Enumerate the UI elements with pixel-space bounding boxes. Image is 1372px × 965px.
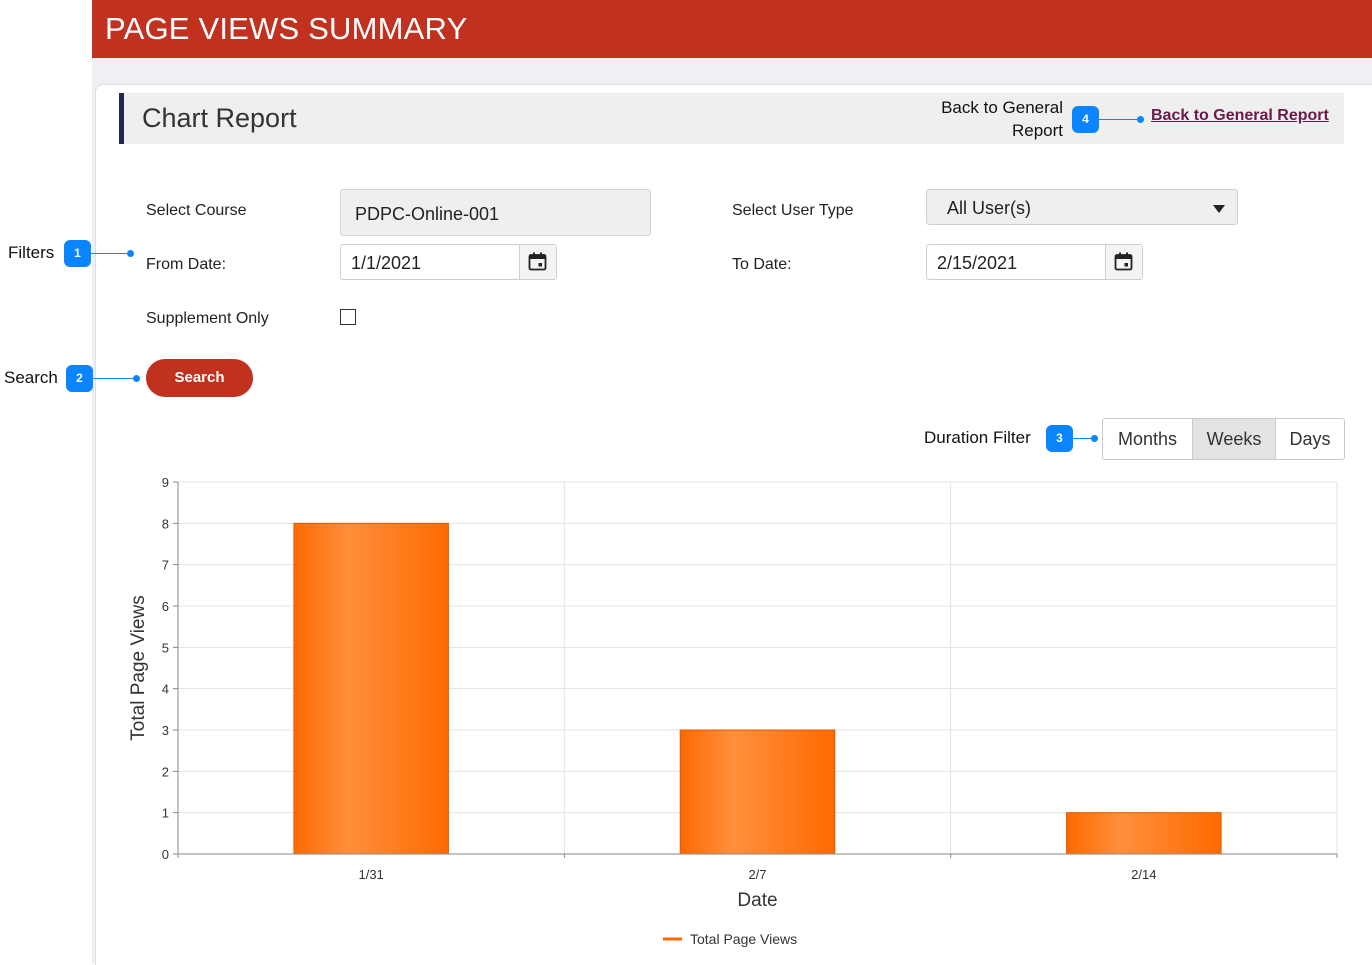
- from-date-calendar-button[interactable]: [519, 245, 556, 279]
- search-button[interactable]: Search: [146, 359, 253, 397]
- select-user-type-label: Select User Type: [732, 202, 854, 219]
- to-date-label: To Date:: [732, 256, 792, 273]
- back-annotation-label: Back to General Report: [941, 98, 1063, 140]
- y-tick-label: 6: [162, 599, 169, 614]
- x-tick-label: 1/31: [359, 867, 384, 882]
- bar-2/14: [1066, 812, 1222, 855]
- select-course-label: Select Course: [146, 202, 247, 219]
- from-date-value: 1/1/2021: [351, 253, 422, 273]
- to-date-value: 2/15/2021: [937, 253, 1018, 273]
- user-type-select[interactable]: All User(s): [926, 189, 1238, 225]
- y-axis-title: Total Page Views: [128, 595, 149, 740]
- calendar-icon: [1114, 252, 1133, 271]
- annotation-dot: [1137, 116, 1144, 123]
- page-header: PAGE VIEWS SUMMARY: [92, 0, 1372, 58]
- x-axis-title: Date: [737, 890, 777, 911]
- annotation-connector: [1073, 438, 1095, 439]
- annotation-connector: [1099, 119, 1139, 120]
- course-value: PDPC-Online-001: [355, 204, 500, 224]
- bar-1/31: [293, 522, 449, 855]
- annotation-badge-4: 4: [1072, 106, 1099, 133]
- y-tick-label: 0: [162, 847, 169, 862]
- course-field[interactable]: PDPC-Online-001: [340, 189, 651, 236]
- page-title: PAGE VIEWS SUMMARY: [105, 11, 468, 46]
- annotation-connector: [93, 378, 135, 379]
- search-annotation-label: Search: [4, 368, 58, 387]
- y-tick-label: 9: [162, 475, 169, 490]
- back-to-general-report-link[interactable]: Back to General Report: [1151, 107, 1329, 124]
- filters-annotation-label: Filters: [8, 243, 55, 262]
- y-tick-label: 5: [162, 640, 169, 655]
- duration-filter-annotation-label: Duration Filter: [924, 428, 1031, 447]
- from-date-label: From Date:: [146, 256, 227, 273]
- duration-months-button[interactable]: Months: [1103, 419, 1193, 459]
- y-tick-label: 2: [162, 764, 169, 779]
- chevron-down-icon: [1213, 205, 1225, 213]
- annotation-badge-1: 1: [64, 240, 91, 267]
- calendar-icon: [528, 252, 547, 271]
- duration-filter: Months Weeks Days: [1102, 418, 1345, 460]
- y-tick-label: 7: [162, 558, 169, 573]
- legend-label: Total Page Views: [690, 931, 797, 947]
- x-tick-label: 2/14: [1131, 867, 1156, 882]
- y-tick-label: 4: [162, 682, 169, 697]
- from-date-field[interactable]: 1/1/2021: [340, 244, 557, 280]
- duration-days-button[interactable]: Days: [1289, 429, 1331, 449]
- annotation-dot: [127, 250, 134, 257]
- supplement-only-checkbox[interactable]: [340, 309, 356, 325]
- supplement-only-label: Supplement Only: [146, 310, 269, 327]
- annotation-badge-3: 3: [1046, 425, 1073, 452]
- to-date-calendar-button[interactable]: [1105, 245, 1142, 279]
- bar-2/7: [679, 729, 836, 855]
- y-tick-label: 1: [162, 806, 169, 821]
- annotation-dot: [133, 375, 140, 382]
- annotation-connector: [91, 253, 129, 254]
- x-tick-label: 2/7: [748, 867, 766, 882]
- duration-weeks-button[interactable]: Weeks: [1193, 419, 1276, 459]
- user-type-value: All User(s): [947, 198, 1031, 218]
- y-tick-label: 3: [162, 723, 169, 738]
- report-title: Chart Report: [142, 103, 297, 133]
- annotation-badge-2: 2: [66, 365, 93, 392]
- y-tick-label: 8: [162, 516, 169, 531]
- page-views-chart: 0 1 2 3 4 5 6 7 8 9 1/31 2/7 2/14 Date Total Page View…: [128, 475, 1338, 947]
- to-date-field[interactable]: 2/15/2021: [926, 244, 1143, 280]
- annotation-dot: [1091, 435, 1098, 442]
